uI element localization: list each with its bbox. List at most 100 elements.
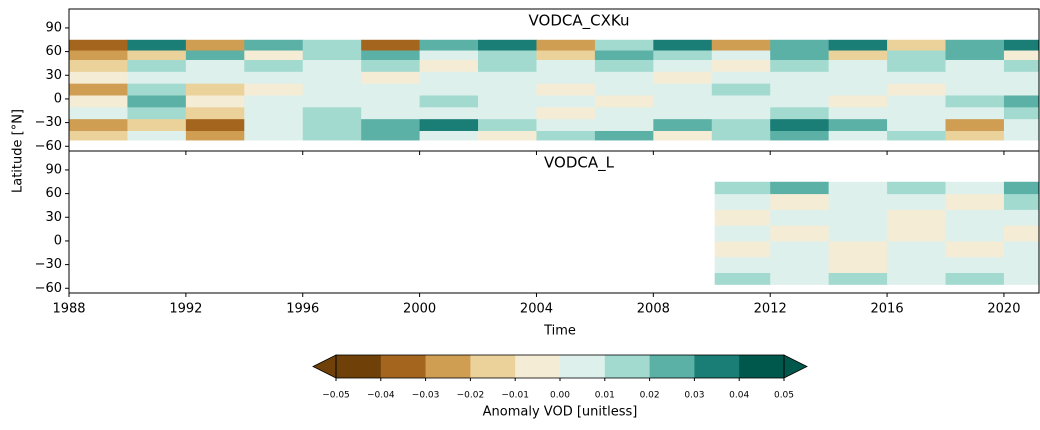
heatmap-cell	[127, 59, 187, 72]
heatmap-cell	[711, 71, 771, 84]
heatmap-cell	[361, 83, 421, 96]
heatmap-cell	[478, 118, 537, 131]
heatmap-cell	[887, 130, 947, 141]
colorbar-segment	[649, 355, 695, 378]
heatmap-cell	[828, 50, 888, 60]
heatmap-cell	[945, 59, 1005, 72]
heatmap-cell	[945, 83, 1005, 96]
heatmap-cell	[711, 118, 771, 131]
y-tick-label: 0	[54, 91, 62, 106]
heatmap-cell	[127, 94, 187, 108]
heatmap-cell	[419, 130, 479, 141]
heatmap-cell	[127, 50, 187, 60]
heatmap-cell	[945, 209, 1005, 226]
heatmap-cell	[419, 106, 479, 120]
heatmap-cell	[945, 106, 1005, 120]
heatmap-cell	[653, 83, 713, 96]
heatmap-cell	[244, 94, 304, 108]
heatmap-cell	[711, 106, 771, 120]
heatmap-cell	[594, 118, 654, 131]
x-tick-label: 1988	[52, 302, 85, 317]
heatmap-cell	[419, 50, 479, 60]
heatmap-cell	[361, 94, 421, 108]
heatmap-cell	[69, 94, 128, 108]
heatmap-cell	[594, 59, 654, 72]
heatmap-cell	[185, 39, 245, 51]
heatmap-cell	[1003, 256, 1040, 273]
heatmap-cell	[536, 83, 596, 96]
heatmap-cell	[770, 272, 830, 285]
x-tick-label: 1992	[169, 302, 202, 317]
heatmap-cell	[653, 39, 713, 51]
heatmap-cell	[887, 193, 947, 210]
heatmap-cell	[594, 83, 654, 96]
heatmap-cell	[536, 106, 596, 120]
colorbar-tick-label: −0.03	[412, 391, 440, 401]
heatmap-cell	[887, 94, 947, 108]
heatmap-cell	[714, 272, 771, 285]
heatmap-cell	[127, 106, 187, 120]
heatmap-cell	[185, 71, 245, 84]
heatmap-cell	[828, 193, 888, 210]
heatmap-cell	[536, 71, 596, 84]
heatmap-cell	[945, 130, 1005, 141]
y-tick-label: −30	[35, 115, 62, 130]
heatmap-cell	[945, 272, 1005, 285]
heatmap-cell	[361, 106, 421, 120]
heatmap-cell	[828, 71, 888, 84]
heatmap-cell	[770, 118, 830, 131]
colorbar-segment	[515, 355, 561, 378]
heatmap-cell	[770, 59, 830, 72]
colorbar-tick-label: 0.05	[774, 391, 794, 401]
heatmap-cell	[361, 39, 421, 51]
heatmap-cell	[828, 39, 888, 51]
heatmap-cell	[185, 130, 245, 141]
colorbar-tick-label: 0.01	[595, 391, 615, 401]
heatmap-cell	[594, 39, 654, 51]
heatmap-cell	[711, 59, 771, 72]
heatmap-cell	[945, 256, 1005, 273]
x-tick-label: 1996	[286, 302, 319, 317]
heatmap-cell	[127, 83, 187, 96]
heatmap-cell	[594, 71, 654, 84]
heatmap-cell	[653, 94, 713, 108]
heatmap-cell	[478, 50, 537, 60]
heatmap-cell	[536, 50, 596, 60]
heatmap-cell	[127, 39, 187, 51]
heatmap-cell	[69, 83, 128, 96]
heatmap-cell	[302, 130, 362, 141]
heatmap-cell	[478, 59, 537, 72]
heatmap-cell	[828, 256, 888, 273]
heatmap-cell	[302, 94, 362, 108]
heatmap-cell	[1003, 130, 1040, 141]
heatmap-cell	[887, 256, 947, 273]
heatmap-cell	[828, 240, 888, 258]
heatmap-cell	[302, 83, 362, 96]
heatmap-cell	[594, 106, 654, 120]
heatmap-cell	[770, 209, 830, 226]
x-tick-label: 2000	[403, 302, 436, 317]
heatmap-cell	[945, 181, 1005, 195]
x-tick-label: 2008	[637, 302, 670, 317]
heatmap-cell	[653, 130, 713, 141]
colorbar-under	[312, 354, 337, 379]
heatmap-cell	[828, 83, 888, 96]
y-tick-label: 90	[45, 20, 62, 35]
x-tick-label: 2012	[754, 302, 787, 317]
heatmap-cell	[887, 83, 947, 96]
colorbar-tick-label: 0.04	[729, 391, 749, 401]
heatmap-cell	[361, 59, 421, 72]
heatmap-cell	[594, 94, 654, 108]
panel-title: VODCA_L	[544, 154, 615, 173]
heatmap-cell	[302, 118, 362, 131]
heatmap-cell	[828, 118, 888, 131]
heatmap-cell	[770, 71, 830, 84]
heatmap-cell	[945, 94, 1005, 108]
colorbar-segment	[336, 355, 382, 378]
heatmap-cell	[302, 50, 362, 60]
y-tick-label: 60	[45, 186, 62, 201]
heatmap-cell	[419, 71, 479, 84]
heatmap-cell	[244, 118, 304, 131]
heatmap-cell	[653, 71, 713, 84]
colorbar-segment	[425, 355, 471, 378]
